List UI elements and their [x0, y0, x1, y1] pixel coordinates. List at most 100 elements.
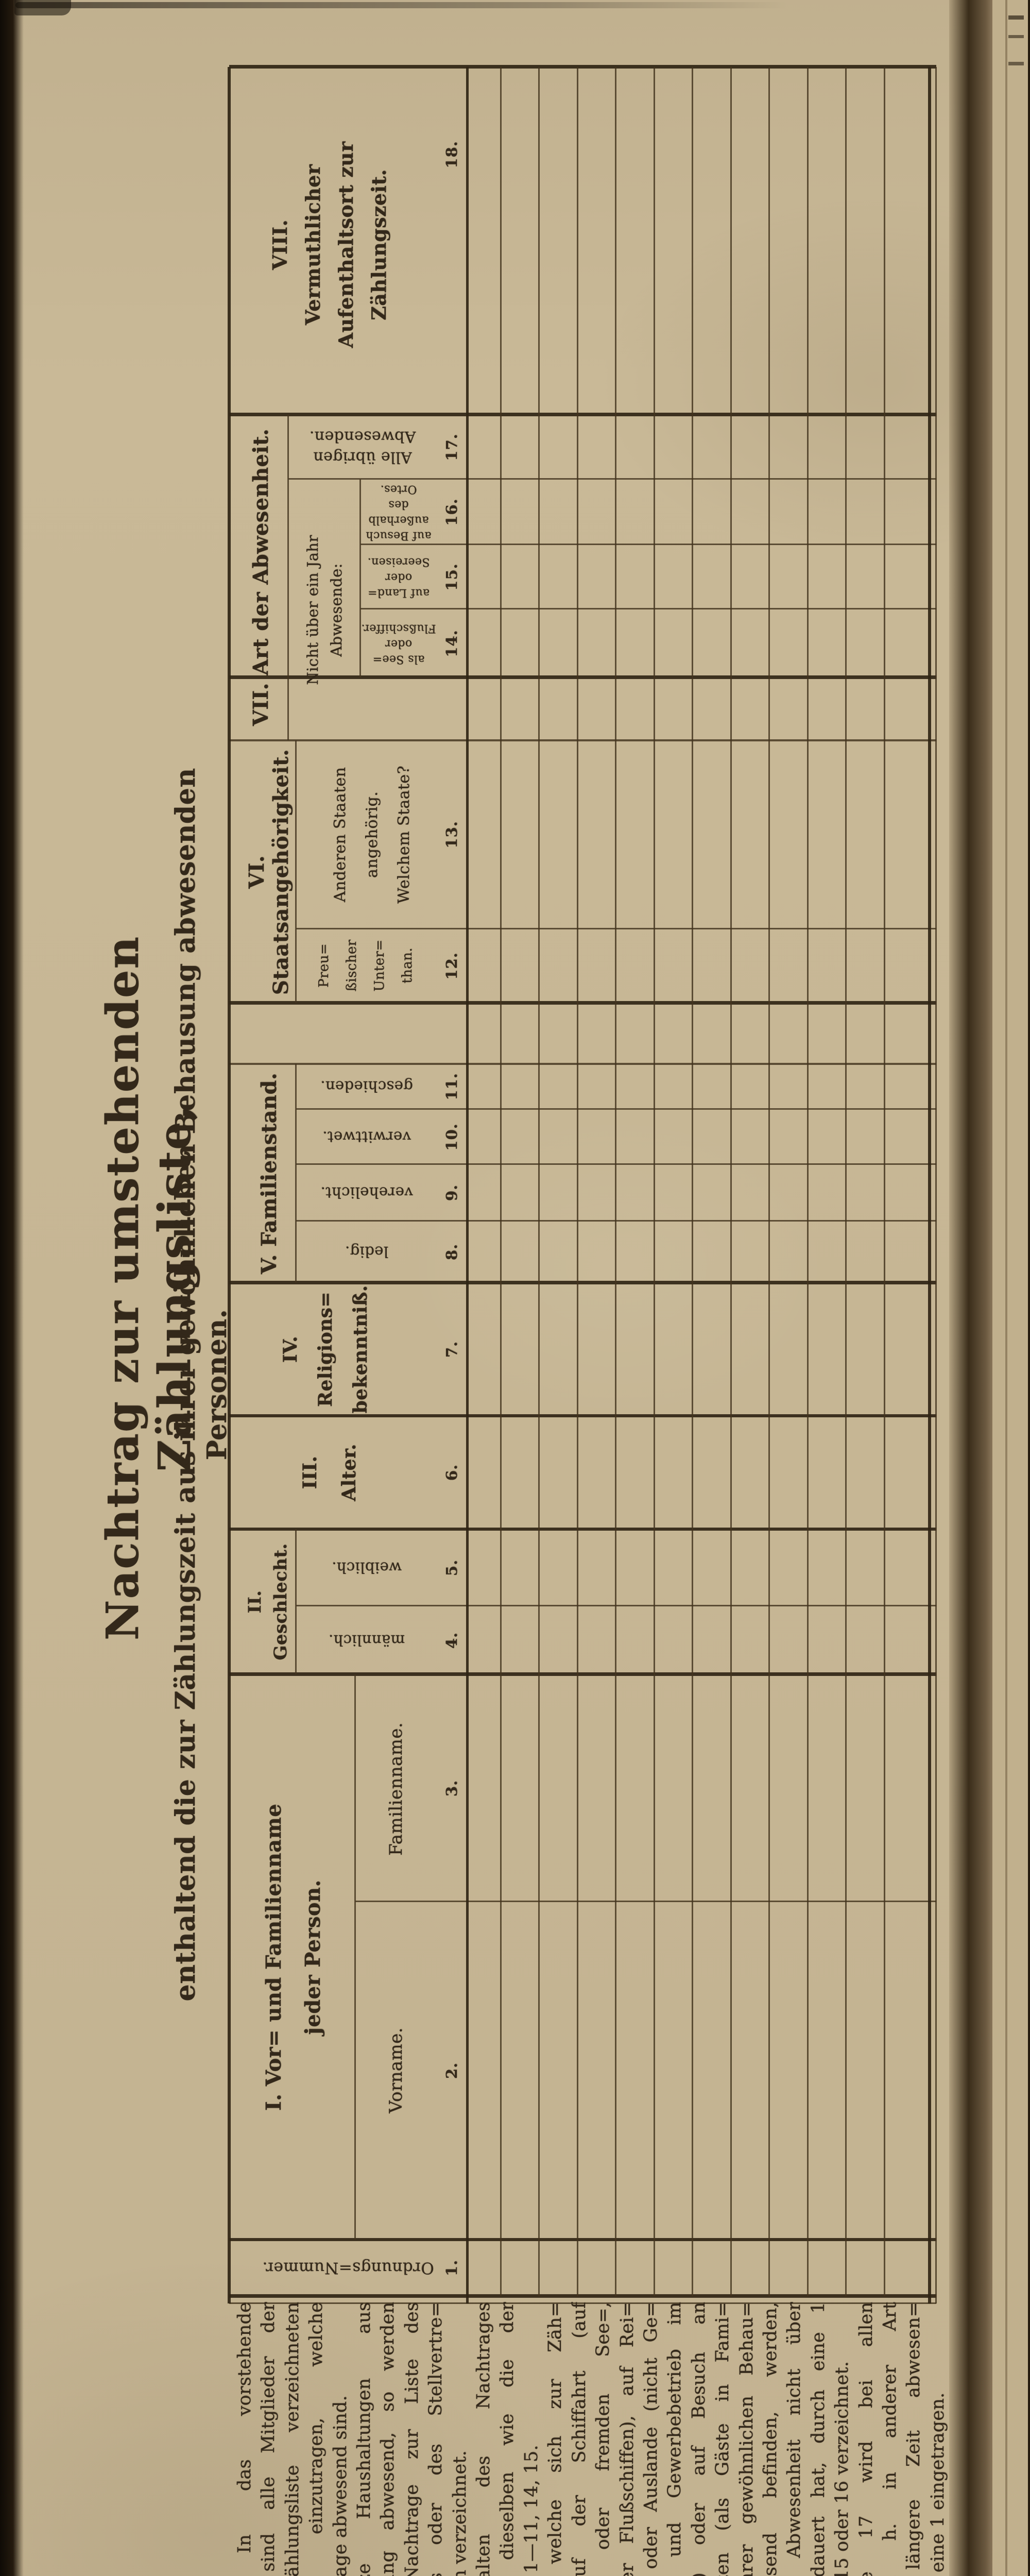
- col-15-label: auf Land= oder Seereisen.: [367, 555, 430, 599]
- anleitung-paragraph: Anleitung. In das vorstehendeVerzeichniß…: [233, 2302, 950, 2576]
- table-hline: [229, 2302, 936, 2304]
- anleitung-line: Hausbesitzers oder des Stellvertre=: [425, 2302, 447, 2576]
- col-10-label: verwittwet.: [322, 1128, 411, 1146]
- table-vline: [692, 67, 693, 2296]
- col-8-label: ledig.: [345, 1243, 389, 1261]
- anleitung-line: Die Spalten des Nachtrages: [473, 2302, 494, 2576]
- column-number: 12.: [443, 952, 460, 980]
- col-group-vii-header: VII. Art der Abwesenheit.: [248, 428, 273, 726]
- table-vline: [295, 740, 297, 1003]
- anleitung-line: schäftsreisen und Gewerbebetrieb im: [664, 2302, 685, 2576]
- page-gutter: [949, 0, 992, 2576]
- table-vline: [935, 67, 937, 2303]
- anleitung-line: wenn diese Abwesenheit nicht über: [784, 2302, 805, 2576]
- scan-edge-top: [15, 2, 788, 8]
- col-1-label: Ordnungs=Nummer.: [262, 2259, 434, 2278]
- col-group-iv-header: IV. Religions= bekenntniß.: [280, 1285, 371, 1414]
- anleitung-line: inländischen oder fremden See=,: [593, 2302, 614, 2576]
- anleitung-line: lien) aus ihrer gewöhnlichen Behau=: [736, 2302, 757, 2576]
- col-14-label: als See= oder Flußschiffer.: [361, 622, 436, 666]
- next-page-edge: [1028, 0, 1030, 2576]
- table-vline: [577, 67, 578, 2296]
- anleitung-line: Sind ganze Haushaltungen aus: [354, 2302, 375, 2576]
- col-16-label: auf Besuch außerhalb des Ortes.: [366, 483, 432, 542]
- table-hline: [355, 1901, 936, 1902]
- table-vline: [807, 67, 809, 2296]
- table-hline: [360, 544, 936, 545]
- anleitung-line: ihrer Wohnung abwesend, so werden: [377, 2302, 399, 2576]
- col-4-label: männlich.: [328, 1632, 405, 1649]
- column-number: 16.: [443, 498, 460, 526]
- table-hline: [360, 608, 936, 609]
- anleitung-line: oder für längere Zeit abwesen=: [903, 2302, 924, 2576]
- col-5-label: weiblich.: [331, 1559, 402, 1577]
- column-number: 2.: [443, 2062, 460, 2079]
- table-vline: [928, 67, 931, 2303]
- column-number: 3.: [443, 1780, 460, 1797]
- anleitung-line: in Spalte 14, 15 oder 16 verzeichnet.: [832, 2361, 853, 2576]
- col-group-ii-header: II. Geschlecht.: [245, 1543, 291, 1660]
- table-hline: [229, 1414, 936, 1417]
- col-group-i-header: I. Vor= und Familienname jeder Person.: [262, 1803, 325, 2111]
- table-hline: [229, 1001, 936, 1005]
- column-number: 9.: [443, 1184, 460, 1201]
- table-vline: [768, 67, 770, 2296]
- scan-edge-left: [0, 0, 24, 2576]
- anleitung-line: Personen, welche sich zur Zäh=: [545, 2302, 566, 2576]
- column-number: 14.: [443, 630, 460, 657]
- anleitung-line: Haushaltung einzutragen, welche: [306, 2302, 327, 2576]
- col-group-v-header: V. Familienstand.: [256, 1072, 281, 1275]
- column-number: 11.: [443, 1073, 460, 1100]
- anleitung-line: am Zählungstage abwesend sind.: [330, 2395, 351, 2576]
- table-vline: [884, 67, 885, 2296]
- table-hline: [229, 1063, 936, 1065]
- next-page-sliver: [992, 0, 1030, 2576]
- column-number: 13.: [443, 821, 460, 849]
- anleitung-line: den Personen eine 1 eingetragen.: [927, 2392, 948, 2576]
- col-11-label: geschieden.: [320, 1078, 413, 1096]
- anleitung-line: ters desselben verzeichnet.: [448, 2302, 472, 2576]
- table-hline: [288, 478, 936, 480]
- col-group-iii-header: III. Alter.: [299, 1444, 360, 1501]
- table-vline: [654, 67, 655, 2296]
- anleitung-line: sen im In= oder Auslande (nicht Ge=: [640, 2302, 661, 2576]
- column-number: 4.: [443, 1632, 460, 1649]
- table-vline: [354, 1674, 356, 2240]
- anleitung-line: In Spalte 17 wird bei allen: [855, 2302, 877, 2576]
- anleitung-line: anderen Orten (als Gäste in Fami=: [712, 2302, 733, 2576]
- column-number: 6.: [443, 1464, 460, 1481]
- anleitung-line: Anleitung. In das vorstehende: [233, 2302, 256, 2576]
- table-hline: [229, 1528, 936, 1531]
- column-number: 15.: [443, 563, 460, 591]
- anleitung-line: in der Zählungsliste verzeichneten: [282, 2302, 303, 2576]
- col-13-label: Anderen Staaten angehörig. Welchem Staat…: [331, 766, 413, 904]
- anleitung-line: Umherziehen) oder auf Besuch an: [688, 2302, 709, 2576]
- table-hline: [229, 1672, 936, 1676]
- anleitung-line: Zählungsliste 1—11, 14, 15.: [521, 2445, 542, 2576]
- table-hline: [229, 2294, 936, 2298]
- table-vline: [466, 67, 469, 2303]
- anleitung-line: übrigen, d. h. in anderer Art: [879, 2302, 900, 2576]
- anleitung-line: sung abwesend befinden, werden,: [760, 2302, 781, 2576]
- table-vline: [500, 67, 502, 2296]
- column-number: 5.: [443, 1559, 460, 1577]
- table-hline: [229, 675, 936, 679]
- table-vline: [615, 67, 616, 2296]
- next-page-rule: [1005, 0, 1007, 2576]
- anleitung-line: lungszeit auf der Schiffahrt (auf: [569, 2302, 590, 2576]
- anleitung-line: ein Jahr gedauert hat, durch eine 1: [808, 2302, 829, 2576]
- col-17-label: Alle übrigen Abwesenden.: [309, 428, 416, 466]
- table-vline: [845, 67, 847, 2296]
- column-number: 8.: [443, 1243, 460, 1261]
- col-2-label: Vorname.: [386, 2027, 406, 2113]
- table-vline: [359, 479, 361, 677]
- table-vline: [228, 67, 231, 2303]
- page-subtitle: enthaltend die zur Zählungszeit aus ihre…: [170, 768, 233, 2002]
- anleitung-line: Verzeichniß sind alle Mitglieder der: [258, 2302, 279, 2576]
- next-page-print-marks: [1008, 15, 1024, 88]
- column-number: 18.: [443, 141, 460, 168]
- table-hline: [229, 413, 936, 416]
- anleitung-line: diese im Nachtrage zur Liste des: [401, 2302, 422, 2576]
- scan-corner-blotch: [14, 0, 71, 15]
- anleitung-line: Küsten= oder Flußschiffen), auf Rei=: [616, 2302, 638, 2576]
